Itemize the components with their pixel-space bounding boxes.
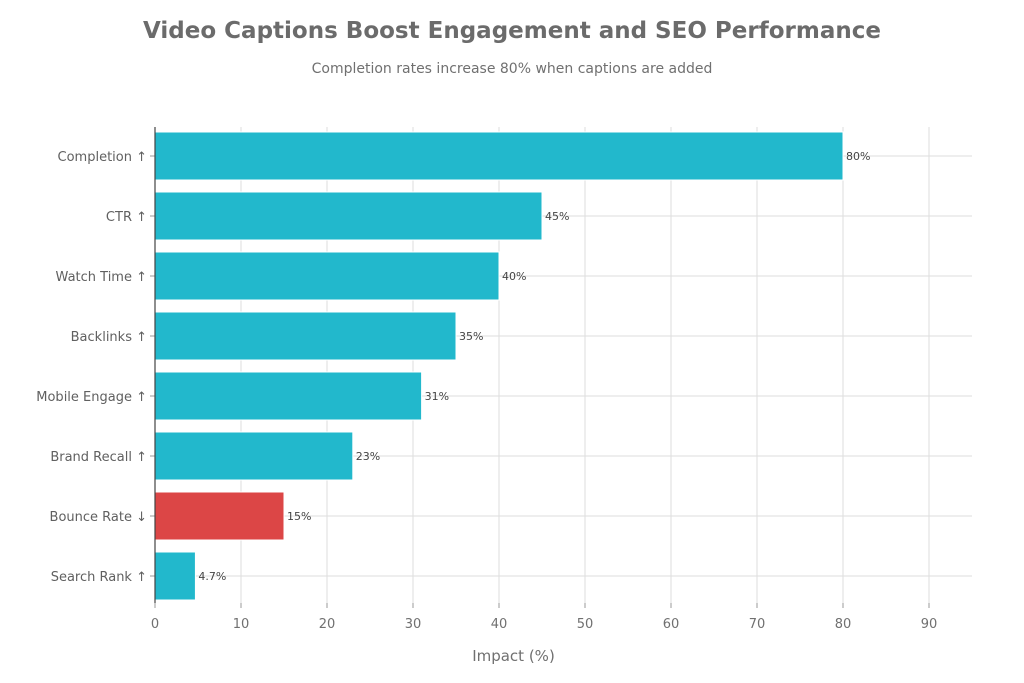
bar xyxy=(154,311,457,361)
bar xyxy=(154,251,500,301)
category-label: Completion ↑ xyxy=(58,150,147,165)
bar xyxy=(154,191,543,241)
x-tick-label: 30 xyxy=(405,617,422,632)
category-label: Bounce Rate ↓ xyxy=(50,510,147,525)
bar xyxy=(154,431,354,481)
data-label: 31% xyxy=(425,390,449,403)
x-tick-label: 80 xyxy=(835,617,852,632)
x-tick-label: 0 xyxy=(151,617,159,632)
category-label: Backlinks ↑ xyxy=(71,330,147,345)
data-label: 15% xyxy=(287,510,311,523)
bar xyxy=(154,371,423,421)
category-label: CTR ↑ xyxy=(106,210,147,225)
data-label: 4.7% xyxy=(198,570,226,583)
x-tick-label: 40 xyxy=(491,617,508,632)
x-tick-label: 10 xyxy=(233,617,250,632)
x-tick-label: 60 xyxy=(663,617,680,632)
data-label: 45% xyxy=(545,210,569,223)
data-label: 35% xyxy=(459,330,483,343)
data-label: 80% xyxy=(846,150,870,163)
bar xyxy=(154,491,285,541)
category-label: Brand Recall ↑ xyxy=(50,450,147,465)
x-tick-label: 70 xyxy=(749,617,766,632)
x-tick-label: 90 xyxy=(921,617,938,632)
chart-subtitle: Completion rates increase 80% when capti… xyxy=(311,61,713,77)
category-label: Watch Time ↑ xyxy=(56,270,147,285)
bar xyxy=(154,551,196,601)
category-label: Mobile Engage ↑ xyxy=(36,390,147,405)
x-tick-label: 50 xyxy=(577,617,594,632)
bar xyxy=(154,131,844,181)
chart-title: Video Captions Boost Engagement and SEO … xyxy=(143,18,881,44)
data-label: 23% xyxy=(356,450,380,463)
category-label: Search Rank ↑ xyxy=(51,570,147,585)
x-tick-label: 20 xyxy=(319,617,336,632)
data-label: 40% xyxy=(502,270,526,283)
x-axis-label: Impact (%) xyxy=(472,647,555,665)
